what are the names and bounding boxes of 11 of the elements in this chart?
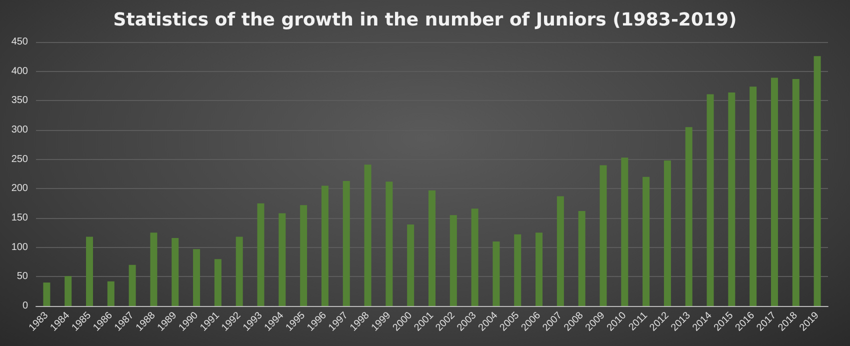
y-tick-label: 0	[22, 300, 28, 312]
y-tick-label: 300	[11, 124, 28, 136]
chart-title: Statistics of the growth in the number of Juniors (1983-2019)	[113, 10, 737, 30]
y-tick-label: 250	[11, 154, 28, 165]
y-tick-label: 150	[11, 212, 28, 224]
y-tick-label: 350	[11, 95, 28, 106]
y-tick-label: 100	[11, 242, 28, 253]
y-tick-label: 200	[11, 183, 28, 194]
y-tick-label: 400	[11, 66, 28, 77]
y-tick-label: 50	[16, 271, 28, 282]
y-tick-label: 450	[11, 36, 28, 48]
